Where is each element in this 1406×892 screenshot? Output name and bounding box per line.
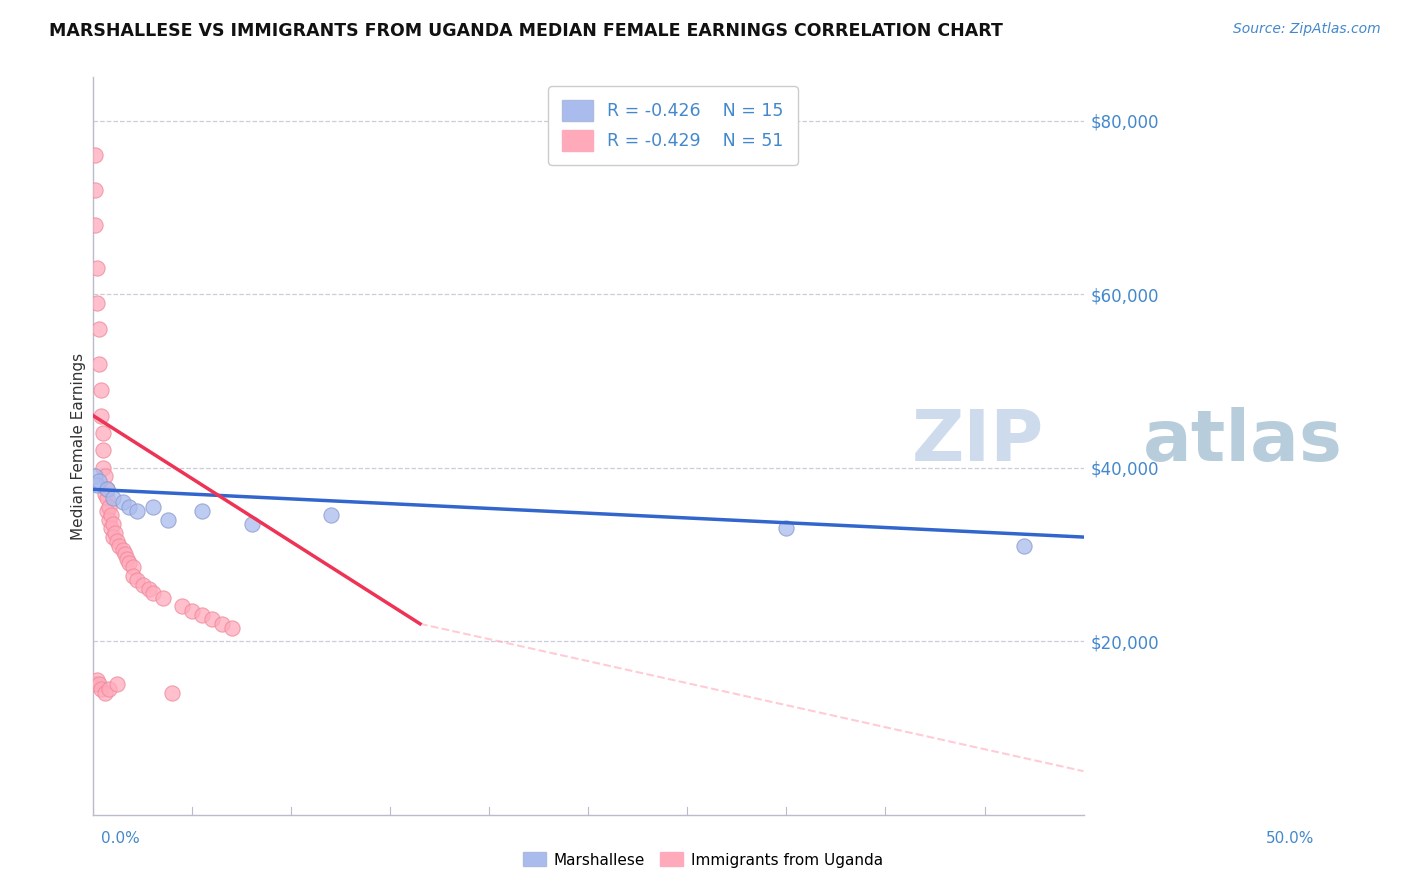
Point <box>105 534 128 549</box>
Point <box>181 604 204 618</box>
Text: ZIP: ZIP <box>911 407 1043 476</box>
Point <box>152 591 174 605</box>
Text: MARSHALLESE VS IMMIGRANTS FROM UGANDA MEDIAN FEMALE EARNINGS CORRELATION CHART: MARSHALLESE VS IMMIGRANTS FROM UGANDA ME… <box>49 22 1002 40</box>
Point <box>94 486 117 500</box>
Point <box>94 469 117 483</box>
Point <box>118 556 141 570</box>
Point <box>86 673 108 687</box>
Point <box>221 621 243 635</box>
Point <box>86 261 108 276</box>
Point <box>157 513 180 527</box>
Point <box>84 677 107 691</box>
Point <box>84 469 107 483</box>
Point <box>98 513 121 527</box>
Text: atlas: atlas <box>1143 407 1343 476</box>
Point <box>211 616 233 631</box>
Point <box>118 500 141 514</box>
Point <box>191 504 214 518</box>
Point <box>191 608 214 623</box>
Legend: R = -0.426    N = 15, R = -0.429    N = 51: R = -0.426 N = 15, R = -0.429 N = 51 <box>548 87 797 165</box>
Point <box>142 586 165 600</box>
Y-axis label: Median Female Earnings: Median Female Earnings <box>72 352 86 540</box>
Point <box>142 500 165 514</box>
Point <box>96 483 118 497</box>
Point <box>1012 539 1035 553</box>
Point <box>125 504 148 518</box>
Point <box>115 551 138 566</box>
Text: 0.0%: 0.0% <box>101 831 141 846</box>
Point <box>86 478 108 492</box>
Point <box>100 521 122 535</box>
Point <box>90 409 112 423</box>
Point <box>96 491 118 505</box>
Point <box>84 218 107 232</box>
Point <box>94 686 117 700</box>
Point <box>162 686 184 700</box>
Point <box>84 148 107 162</box>
Point <box>89 474 111 488</box>
Point <box>240 516 263 531</box>
Point <box>111 495 134 509</box>
Point <box>90 383 112 397</box>
Point <box>319 508 342 523</box>
Point <box>98 681 121 696</box>
Point <box>201 612 224 626</box>
Point <box>125 574 148 588</box>
Point <box>121 560 143 574</box>
Point <box>90 681 112 696</box>
Point <box>96 504 118 518</box>
Point <box>131 578 153 592</box>
Point <box>86 296 108 310</box>
Point <box>101 516 124 531</box>
Point <box>101 530 124 544</box>
Point <box>91 443 114 458</box>
Point <box>114 548 136 562</box>
Point <box>89 322 111 336</box>
Point <box>172 599 194 614</box>
Point <box>98 500 121 514</box>
Text: 50.0%: 50.0% <box>1267 831 1315 846</box>
Point <box>104 525 127 540</box>
Point <box>84 183 107 197</box>
Text: Source: ZipAtlas.com: Source: ZipAtlas.com <box>1233 22 1381 37</box>
Point <box>101 491 124 505</box>
Point <box>111 543 134 558</box>
Point <box>105 677 128 691</box>
Point <box>121 569 143 583</box>
Point <box>100 508 122 523</box>
Point <box>89 357 111 371</box>
Point <box>108 539 131 553</box>
Point <box>91 460 114 475</box>
Point <box>138 582 160 596</box>
Legend: Marshallese, Immigrants from Uganda: Marshallese, Immigrants from Uganda <box>517 847 889 873</box>
Point <box>89 677 111 691</box>
Point <box>775 521 797 535</box>
Point <box>91 425 114 440</box>
Point <box>96 483 118 497</box>
